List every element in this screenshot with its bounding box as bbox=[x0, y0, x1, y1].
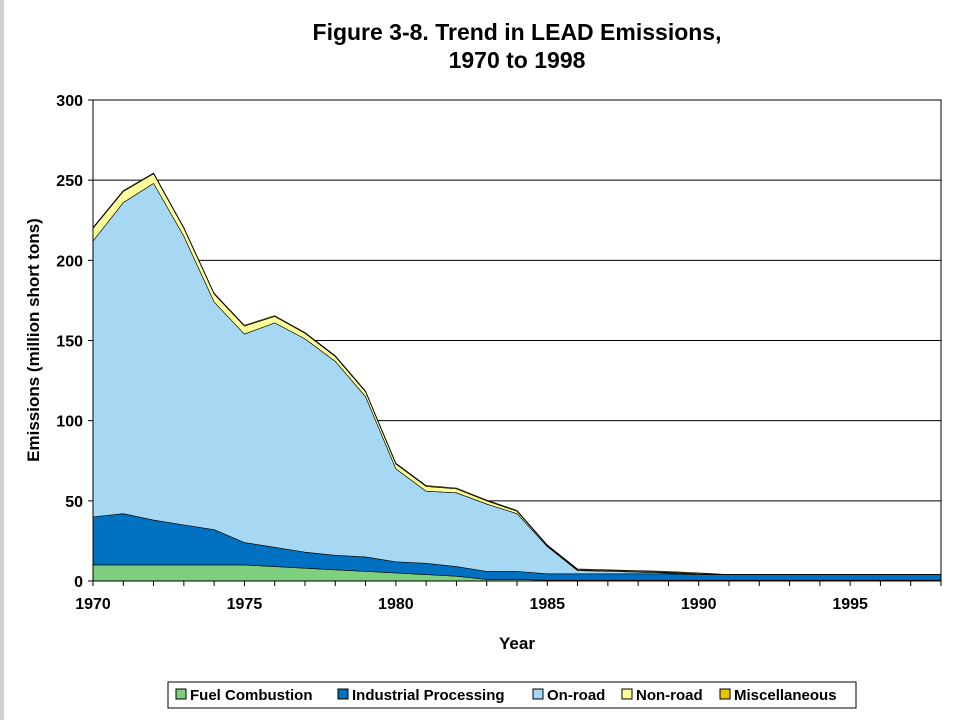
x-axis-ticks: 1970 1975 1980 1985 1990 1995 bbox=[75, 581, 942, 613]
y-tick-label: 200 bbox=[56, 253, 83, 270]
legend-label: Non-road bbox=[636, 687, 703, 704]
area-series bbox=[92, 172, 942, 582]
area-on-road bbox=[92, 183, 942, 575]
legend-label: Fuel Combustion bbox=[190, 687, 313, 704]
y-tick-label: 0 bbox=[74, 574, 83, 591]
legend-swatch bbox=[337, 688, 349, 700]
chart-subtitle: 1970 to 1998 bbox=[449, 47, 586, 73]
page-edge-rule bbox=[0, 0, 4, 720]
chart-title: Figure 3-8. Trend in LEAD Emissions, bbox=[313, 19, 722, 45]
legend-label: Industrial Processing bbox=[352, 687, 505, 704]
y-axis-label: Emissions (million short tons) bbox=[24, 218, 43, 462]
x-tick-label: 1975 bbox=[227, 596, 263, 613]
x-tick-label: 1990 bbox=[681, 596, 717, 613]
legend-swatch bbox=[719, 688, 731, 700]
y-tick-label: 100 bbox=[56, 414, 83, 431]
legend-box bbox=[167, 681, 857, 709]
x-tick-label: 1995 bbox=[832, 596, 868, 613]
y-tick-label: 50 bbox=[65, 494, 83, 511]
legend-swatch bbox=[175, 688, 187, 700]
x-tick-label: 1970 bbox=[75, 596, 111, 613]
x-tick-label: 1980 bbox=[378, 596, 414, 613]
y-axis-ticks: 0 50 100 150 200 250 300 bbox=[56, 93, 93, 591]
y-tick-label: 300 bbox=[56, 93, 83, 110]
x-tick-label: 1985 bbox=[529, 596, 565, 613]
area-miscellaneous bbox=[92, 172, 942, 575]
x-axis-label: Year bbox=[499, 634, 535, 653]
legend-label: Miscellaneous bbox=[734, 687, 837, 704]
y-tick-label: 250 bbox=[56, 173, 83, 190]
y-tick-label: 150 bbox=[56, 334, 83, 351]
legend-swatch bbox=[621, 688, 633, 700]
legend-swatch bbox=[532, 688, 544, 700]
legend: Fuel Combustion Industrial Processing On-r… bbox=[167, 681, 857, 709]
legend-label: On-road bbox=[547, 687, 605, 704]
